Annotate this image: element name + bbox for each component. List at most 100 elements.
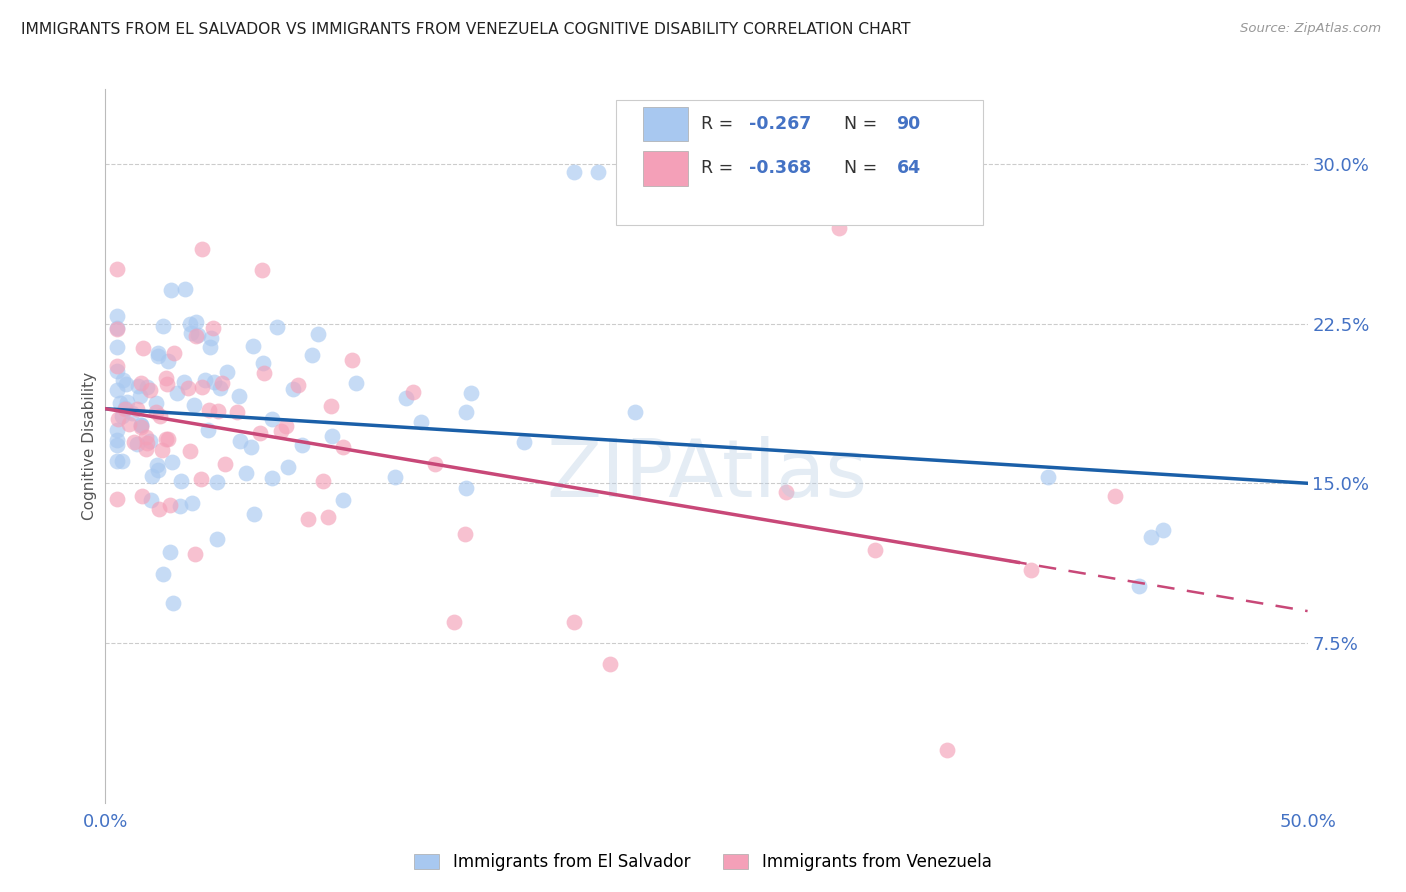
Point [828, 220, 851, 235]
Point [184, 314, 207, 328]
Point [184, 329, 207, 343]
Point [107, 359, 129, 374]
Text: IMMIGRANTS FROM EL SALVADOR VS IMMIGRANTS FROM VENEZUELA COGNITIVE DISABILITY CO: IMMIGRANTS FROM EL SALVADOR VS IMMIGRANT… [21, 22, 911, 37]
Point [775, 484, 797, 499]
Point [131, 417, 153, 432]
Point [141, 469, 163, 483]
Point [214, 457, 236, 471]
Point [332, 440, 354, 454]
Point [111, 409, 134, 424]
Legend: Immigrants from El Salvador, Immigrants from Venezuela: Immigrants from El Salvador, Immigrants … [406, 845, 1000, 880]
Point [253, 366, 276, 380]
Point [395, 392, 418, 406]
Point [194, 372, 217, 386]
Point [411, 416, 433, 430]
Point [260, 412, 283, 426]
Point [110, 396, 132, 410]
Point [107, 322, 129, 336]
Point [456, 482, 478, 496]
Point [211, 376, 233, 390]
Point [249, 425, 271, 440]
Point [114, 401, 136, 416]
Point [205, 532, 228, 546]
Point [187, 328, 209, 343]
Point [118, 417, 141, 431]
Point [166, 386, 188, 401]
Point [205, 475, 228, 489]
Point [129, 420, 152, 434]
Point [122, 434, 145, 449]
Point [111, 453, 134, 467]
Point [190, 472, 212, 486]
Point [291, 438, 314, 452]
Point [423, 457, 446, 471]
Text: -0.267: -0.267 [748, 115, 811, 133]
Point [129, 376, 152, 391]
Point [225, 405, 247, 419]
Point [162, 596, 184, 610]
Point [162, 455, 184, 469]
Point [277, 460, 299, 475]
Point [301, 348, 323, 362]
Point [121, 406, 143, 420]
Point [115, 376, 138, 391]
Point [281, 382, 304, 396]
Point [128, 389, 150, 403]
Point [169, 474, 191, 488]
Point [149, 409, 172, 423]
Point [460, 385, 482, 400]
Point [107, 364, 129, 378]
Point [156, 432, 179, 446]
Point [181, 496, 204, 510]
Point [159, 283, 181, 297]
Point [287, 377, 309, 392]
Point [152, 318, 174, 333]
Point [159, 545, 181, 559]
Point [163, 346, 186, 360]
Point [240, 440, 263, 454]
Point [252, 356, 274, 370]
Text: ZIPAtlas: ZIPAtlas [546, 435, 868, 514]
Point [562, 615, 585, 629]
Point [180, 326, 202, 341]
Point [107, 262, 129, 277]
Point [145, 405, 167, 419]
Point [155, 371, 177, 385]
Point [562, 165, 585, 179]
Point [184, 547, 207, 561]
Point [260, 471, 283, 485]
Point [863, 542, 886, 557]
Text: N =: N = [832, 160, 883, 178]
Point [384, 470, 406, 484]
Point [443, 615, 465, 629]
Point [131, 489, 153, 503]
Point [344, 376, 367, 390]
Point [1128, 579, 1150, 593]
Point [588, 165, 610, 179]
Point [156, 376, 179, 391]
Point [332, 492, 354, 507]
Text: R =: R = [700, 160, 738, 178]
Point [173, 375, 195, 389]
Point [321, 429, 343, 443]
Text: 90: 90 [897, 115, 921, 133]
Point [135, 436, 157, 450]
Point [513, 435, 536, 450]
Point [139, 383, 162, 397]
Point [454, 405, 477, 419]
Point [107, 453, 129, 467]
Point [114, 401, 136, 415]
Point [107, 491, 129, 506]
Point [191, 380, 214, 394]
Point [135, 430, 157, 444]
Point [242, 339, 264, 353]
FancyBboxPatch shape [643, 107, 689, 141]
Point [1019, 563, 1042, 577]
Point [107, 423, 129, 437]
Point [243, 507, 266, 521]
Point [117, 395, 139, 409]
Point [198, 402, 221, 417]
Point [235, 467, 257, 481]
Point [107, 433, 129, 447]
Point [1152, 524, 1174, 538]
